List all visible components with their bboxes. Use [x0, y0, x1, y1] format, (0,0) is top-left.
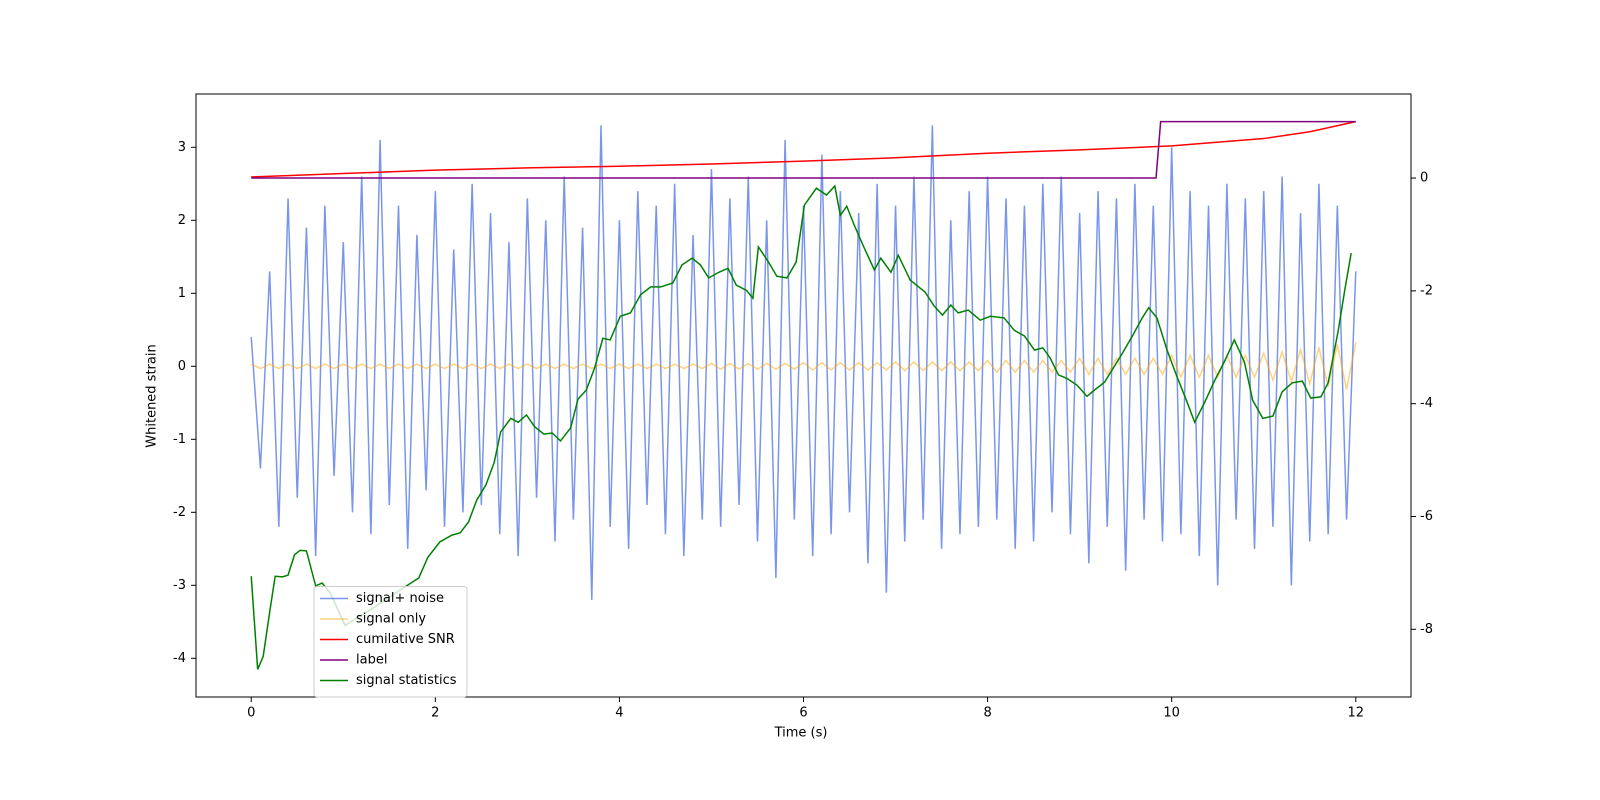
y2-tick-label: -4 — [1420, 396, 1433, 411]
y-tick-label: 1 — [178, 286, 186, 301]
y2-tick-label: -2 — [1420, 283, 1433, 298]
series-line — [251, 120, 1356, 178]
x-axis-label: Time (s) — [774, 726, 828, 741]
legend-label: signal only — [356, 612, 426, 627]
x-tick-label: 2 — [431, 706, 439, 721]
x-tick-label: 4 — [615, 706, 623, 721]
series-line — [251, 120, 1356, 179]
y2-tick-label: -8 — [1420, 622, 1433, 637]
x-tick-label: 0 — [247, 706, 255, 721]
legend-label: label — [356, 653, 387, 668]
x-tick-label: 10 — [1163, 706, 1180, 721]
legend-label: signal statistics — [356, 673, 457, 688]
y-tick-label: -1 — [173, 432, 186, 447]
legend-box — [313, 586, 468, 698]
y-tick-label: 3 — [178, 140, 186, 155]
y-axis-label: Whitened strain — [145, 344, 160, 447]
legend: signal+ noise signal only cumilative SNR la… — [313, 586, 468, 698]
x-tick-label: 6 — [799, 706, 807, 721]
y-tick-label: 0 — [178, 359, 186, 374]
y-tick-label: -4 — [173, 651, 186, 666]
series-line — [250, 184, 1352, 670]
legend-label: signal+ noise — [356, 591, 444, 606]
y-tick-label: -3 — [173, 578, 186, 593]
y-tick-label: -2 — [173, 505, 186, 520]
series-line — [250, 125, 1357, 600]
y-tick-label: 2 — [178, 213, 186, 228]
y2-tick-label: 0 — [1420, 171, 1428, 186]
series-line — [250, 342, 1357, 390]
x-tick-label: 12 — [1347, 706, 1364, 721]
x-tick-label: 8 — [983, 706, 991, 721]
y2-tick-label: -6 — [1420, 509, 1433, 524]
legend-label: cumilative SNR — [356, 632, 455, 647]
